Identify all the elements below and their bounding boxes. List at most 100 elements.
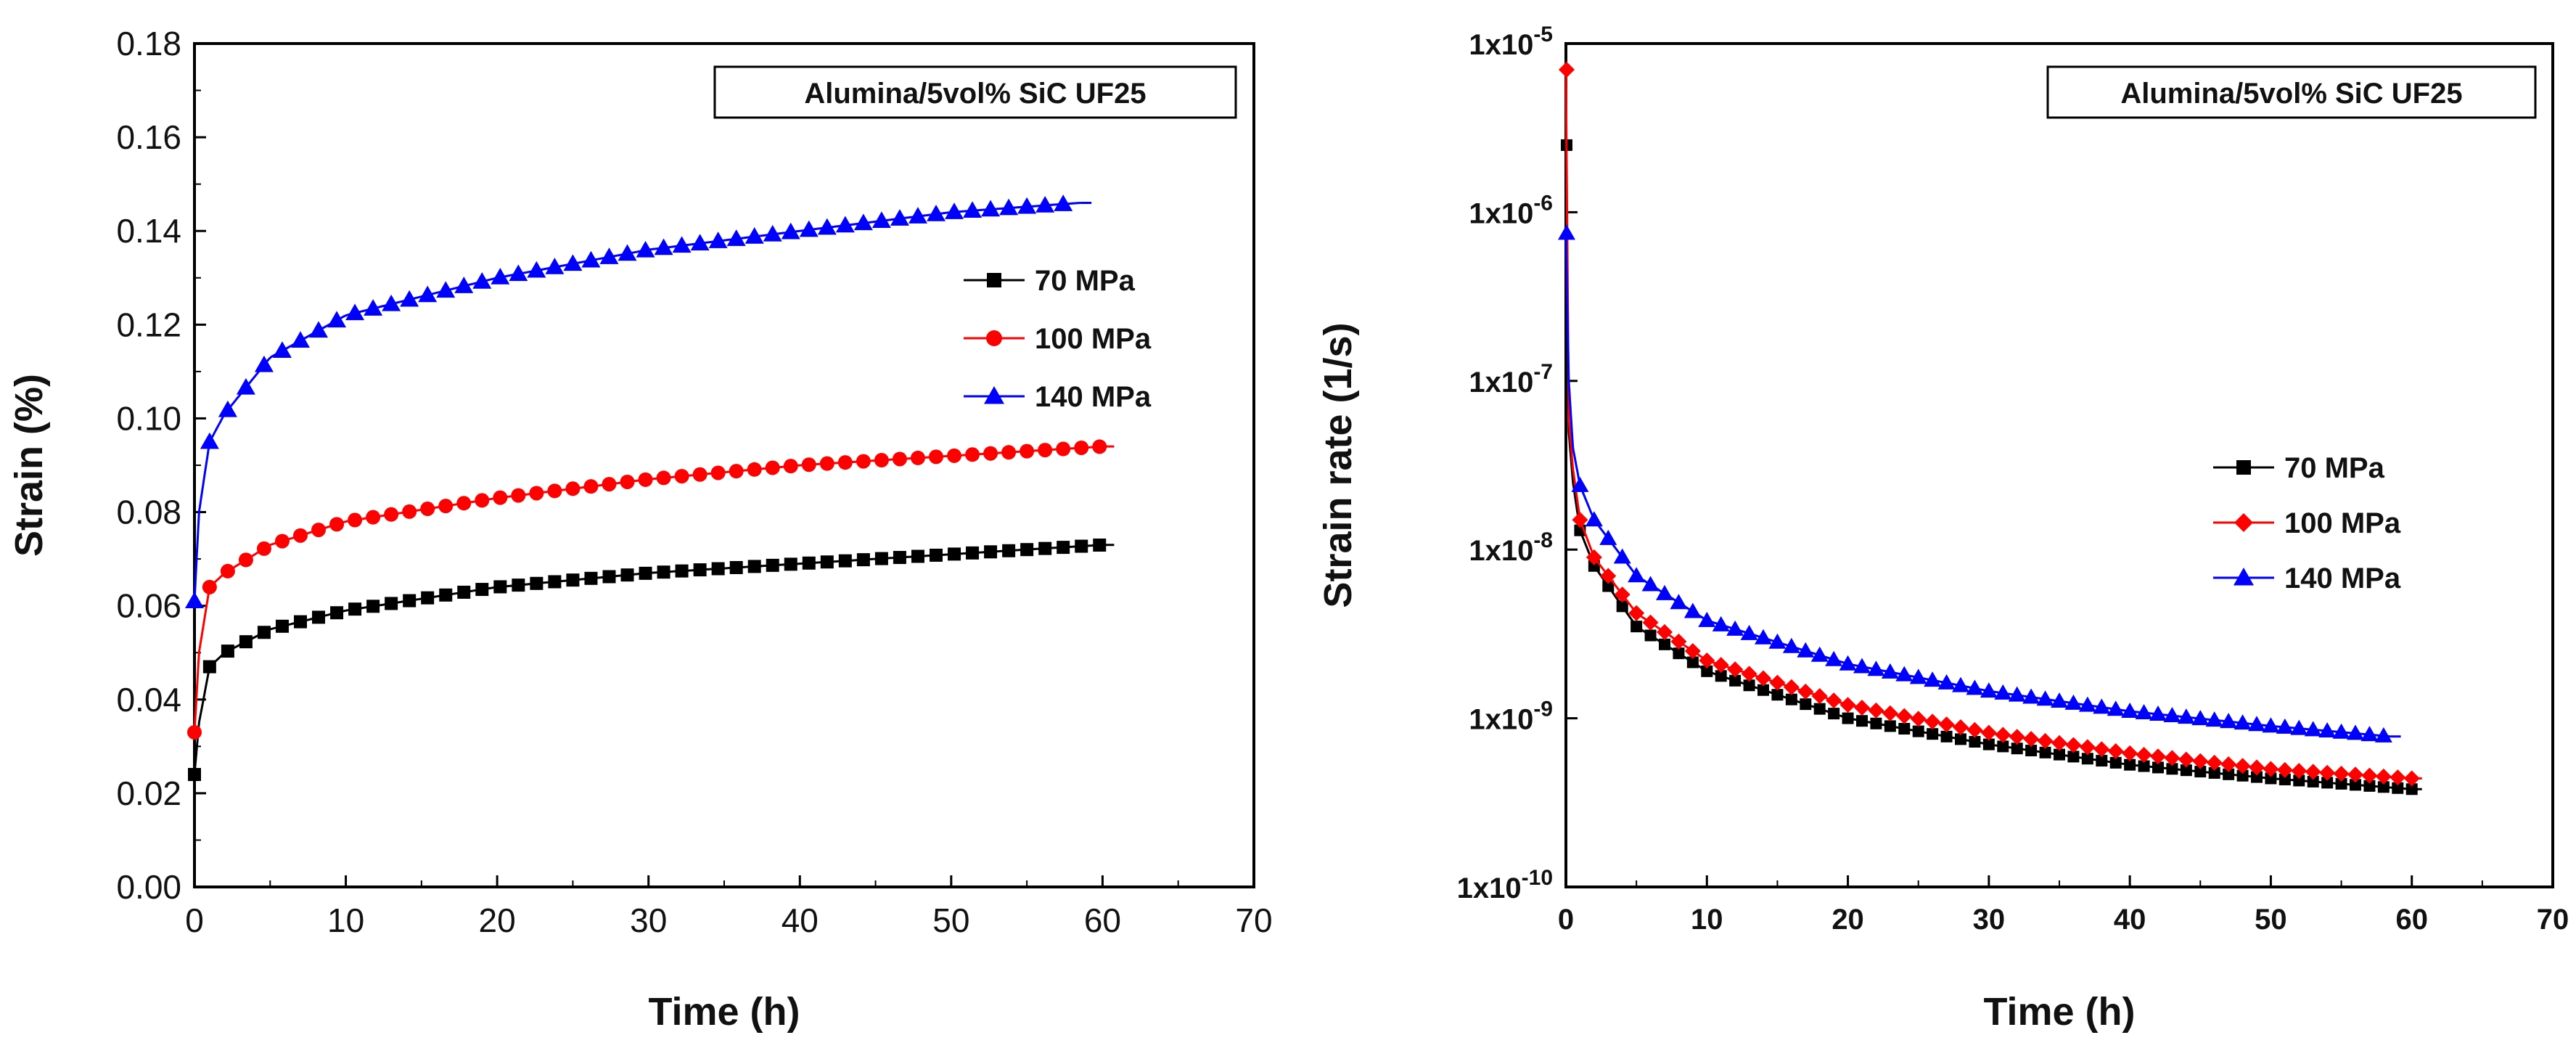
data-point (690, 234, 710, 251)
data-point (1699, 653, 1715, 669)
data-point (2305, 764, 2321, 780)
data-point (945, 203, 964, 219)
data-point (2135, 704, 2153, 720)
data-point (581, 250, 601, 268)
data-point (2291, 763, 2308, 780)
data-point (984, 545, 998, 559)
data-point (890, 209, 909, 226)
data-point (238, 552, 253, 568)
data-point (2122, 745, 2138, 761)
data-point (366, 510, 381, 525)
data-point (2293, 774, 2305, 787)
data-point (765, 460, 780, 475)
data-point (1867, 660, 1885, 676)
data-point (856, 454, 871, 469)
data-point (783, 459, 798, 474)
data-point (948, 547, 961, 561)
data-point (547, 483, 562, 499)
data-point (2022, 688, 2040, 704)
data-point (1616, 600, 1628, 613)
data-point (1659, 638, 1670, 650)
data-point (2149, 705, 2167, 721)
data-point (2205, 711, 2223, 727)
data-point (2124, 758, 2136, 771)
data-point (1074, 440, 1089, 455)
data-point (1743, 679, 1755, 692)
title-box: Alumina/5vol% SiC UF25 (713, 65, 1237, 119)
series-70-mpa (1560, 139, 2422, 795)
data-point (2347, 766, 2363, 783)
data-point (2121, 702, 2139, 718)
legend-marker (2234, 568, 2254, 586)
data-point (1842, 712, 1854, 724)
data-point (929, 449, 943, 465)
data-point (2008, 686, 2026, 702)
data-point (1755, 670, 1771, 687)
data-point (1771, 689, 1784, 701)
data-point (511, 488, 526, 503)
plot-frame (1564, 42, 2554, 888)
data-point (2054, 748, 2065, 761)
data-point (2051, 735, 2067, 751)
data-point (747, 462, 762, 477)
data-point (2249, 759, 2265, 776)
data-point (275, 619, 289, 633)
data-point (403, 594, 417, 608)
data-point (2194, 766, 2207, 778)
data-point (1757, 684, 1769, 696)
strain-chart: 0.00 0.02 0.04 0.06 0.08 0.10 0.12 0.14 0.16 0.18… (7, 25, 1273, 1034)
legend-label: 140 MPa (1035, 381, 1152, 413)
x-tick-label: 70 (1235, 901, 1272, 939)
series-line (1564, 70, 2412, 780)
data-point (2220, 713, 2238, 729)
data-point (2208, 766, 2220, 779)
data-point (871, 211, 891, 229)
data-point (1785, 693, 1797, 705)
data-point (2037, 732, 2054, 749)
plot-frame (193, 42, 1255, 888)
data-point (402, 504, 417, 519)
data-point (927, 204, 946, 221)
data-point (236, 377, 255, 395)
y-axis-title: Strain rate (1/s) (1316, 322, 1360, 608)
data-point (1017, 197, 1037, 214)
data-point (784, 557, 797, 571)
data-point (802, 556, 816, 570)
chart-title: Alumina/5vol% SiC UF25 (2120, 78, 2462, 110)
data-point (2321, 777, 2334, 789)
data-point (672, 236, 692, 253)
data-point (911, 549, 924, 563)
y-tick-label: 1x10-6 (1469, 191, 1553, 229)
data-point (421, 591, 435, 605)
data-point (656, 470, 671, 486)
data-point (565, 481, 581, 496)
data-point (256, 541, 271, 556)
data-point (1657, 623, 1673, 640)
data-point (2039, 746, 2051, 758)
data-point (311, 523, 327, 538)
data-point (2234, 714, 2252, 730)
data-point (2096, 755, 2108, 767)
data-point (999, 198, 1019, 216)
x-tick-label: 20 (1831, 904, 1864, 936)
series-100-mpa (1558, 61, 2422, 787)
data-point (2236, 769, 2249, 782)
data-point (2335, 777, 2347, 790)
data-point (817, 218, 837, 235)
data-point (1628, 605, 1645, 621)
data-point (312, 610, 326, 624)
data-point (781, 222, 800, 240)
data-point (348, 602, 362, 616)
data-point (2333, 766, 2350, 782)
data-point (2164, 750, 2181, 766)
data-point (202, 579, 217, 594)
y-tick-label: 1x10-8 (1469, 528, 1553, 567)
data-point (837, 455, 853, 470)
data-point (1740, 624, 1758, 640)
data-point (2374, 727, 2392, 743)
data-point (327, 311, 347, 328)
data-point (820, 555, 834, 569)
x-tick-label: 10 (1691, 904, 1723, 936)
series-140-mpa (1557, 224, 2401, 743)
